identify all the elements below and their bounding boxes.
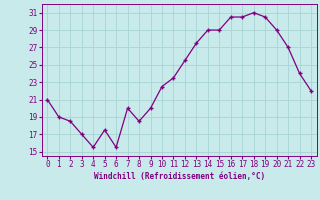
X-axis label: Windchill (Refroidissement éolien,°C): Windchill (Refroidissement éolien,°C) [94, 172, 265, 181]
